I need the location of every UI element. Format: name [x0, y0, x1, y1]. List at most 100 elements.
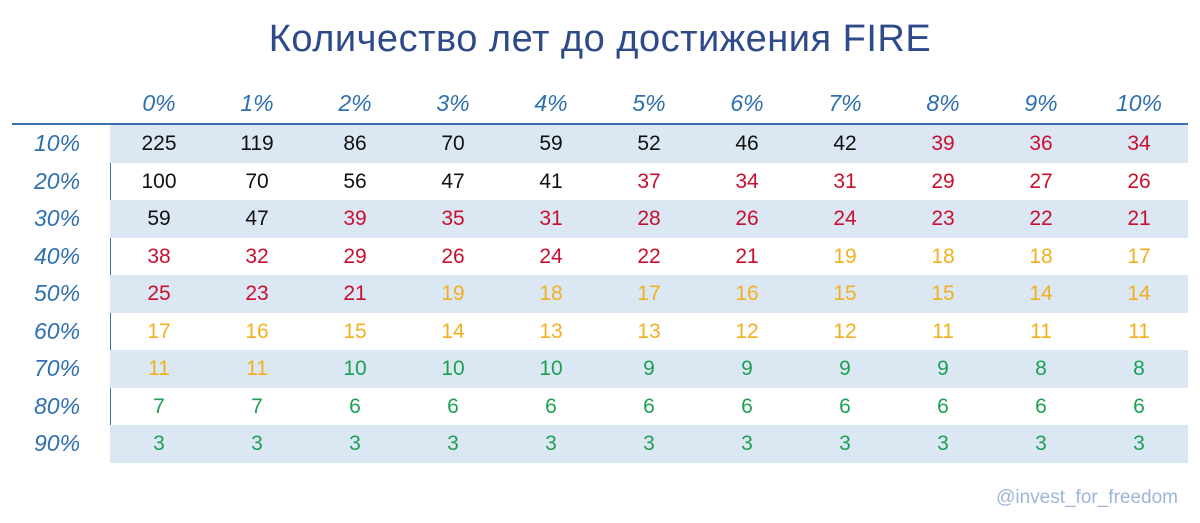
table-cell: 18 [1029, 244, 1053, 268]
column-header: 1% [240, 89, 274, 116]
table-cell: 7 [153, 394, 165, 418]
table-cell: 41 [539, 169, 563, 193]
table-cell: 31 [833, 169, 857, 193]
column-header: 9% [1024, 89, 1058, 116]
row-header: 50% [12, 275, 110, 313]
table-cell: 28 [637, 207, 661, 230]
table-cell: 34 [735, 169, 759, 193]
table-cell: 11 [932, 319, 954, 343]
table-cell: 29 [931, 169, 955, 193]
table-cell: 11 [1030, 319, 1052, 343]
table-cell: 47 [245, 207, 269, 230]
table-body: 10% 225 119 86 70 59 52 46 42 39 36 34 20% 100 70 56 47 4… [12, 125, 1188, 463]
table-cell: 39 [931, 132, 955, 155]
table-cell: 15 [833, 282, 857, 305]
table-cell: 27 [1029, 169, 1053, 193]
table-cell: 6 [1035, 394, 1047, 418]
table-cell: 6 [741, 394, 753, 418]
table-cell: 3 [545, 432, 557, 455]
table-cell: 6 [937, 394, 949, 418]
table-cell: 13 [637, 319, 661, 343]
table-cell: 86 [343, 132, 367, 155]
row-header: 70% [12, 350, 110, 388]
table-cell: 3 [447, 432, 459, 455]
table-row: 10% 225 119 86 70 59 52 46 42 39 36 34 [12, 125, 1188, 163]
column-header: 3% [436, 89, 470, 116]
table-cell: 26 [1127, 169, 1151, 193]
table-cell: 3 [1133, 432, 1145, 455]
table-cell: 10 [441, 357, 465, 380]
table-cell: 17 [637, 282, 661, 305]
header-divider [12, 123, 1188, 125]
row-cells: 25 23 21 19 18 17 16 15 15 14 14 [110, 275, 1188, 313]
table-cell: 24 [539, 244, 563, 268]
table-cell: 26 [735, 207, 759, 230]
table-cell: 9 [741, 357, 753, 380]
table-cell: 119 [240, 132, 274, 155]
table-cell: 7 [251, 394, 263, 418]
table-cell: 38 [147, 244, 171, 268]
table-cell: 15 [343, 319, 367, 343]
table-cell: 3 [1035, 432, 1047, 455]
row-cells: 7 7 6 6 6 6 6 6 6 6 6 [110, 388, 1188, 426]
table-cell: 6 [349, 394, 361, 418]
table-cell: 6 [839, 394, 851, 418]
table-cell: 14 [441, 319, 465, 343]
table-cell: 21 [735, 244, 759, 268]
table-cell: 22 [637, 244, 661, 268]
table-cell: 23 [931, 207, 955, 230]
table-cell: 19 [441, 282, 465, 305]
table-cell: 14 [1029, 282, 1053, 305]
table-row: 80% 7 7 6 6 6 6 6 6 6 6 6 [12, 387, 1188, 426]
column-header: 6% [730, 89, 764, 116]
table-cell: 9 [937, 357, 949, 380]
table-cell: 225 [141, 132, 177, 155]
table-cell: 37 [637, 169, 661, 193]
table-cell: 12 [833, 319, 857, 343]
table-cell: 3 [937, 432, 949, 455]
row-cells: 17 16 15 14 13 13 12 12 11 11 11 [110, 313, 1188, 351]
table-cell: 9 [643, 357, 655, 380]
table-cell: 46 [735, 132, 759, 155]
table-row: 50% 25 23 21 19 18 17 16 15 15 14 14 [12, 275, 1188, 313]
row-header: 10% [12, 125, 110, 163]
table-cell: 6 [447, 394, 459, 418]
table-cell: 29 [343, 244, 367, 268]
table-cell: 19 [833, 244, 857, 268]
credit-watermark: @invest_for_freedom [996, 487, 1178, 508]
table-cell: 17 [1127, 244, 1151, 268]
column-header: 7% [828, 89, 862, 116]
row-header: 40% [12, 237, 110, 275]
table-cell: 10 [343, 357, 367, 380]
row-cells: 100 70 56 47 41 37 34 31 29 27 26 [110, 163, 1188, 201]
column-header: 0% [142, 89, 176, 116]
table-row: 20% 100 70 56 47 41 37 34 31 29 27 26 [12, 162, 1188, 201]
row-cells: 225 119 86 70 59 52 46 42 39 36 34 [110, 125, 1188, 163]
table-row: 70% 11 11 10 10 10 9 9 9 9 8 8 [12, 350, 1188, 388]
table-cell: 21 [343, 282, 367, 305]
column-header-row: 0% 1% 2% 3% 4% 5% 6% 7% 8% 9% 10% [12, 84, 1188, 122]
table-cell: 15 [931, 282, 955, 305]
column-header: 5% [632, 89, 666, 116]
table-cell: 18 [539, 282, 563, 305]
table-cell: 3 [349, 432, 361, 455]
table-cell: 70 [245, 169, 269, 193]
table-cell: 6 [1133, 394, 1145, 418]
table-cell: 11 [1128, 319, 1150, 343]
table-row: 90% 3 3 3 3 3 3 3 3 3 3 3 [12, 425, 1188, 463]
column-headers: 0% 1% 2% 3% 4% 5% 6% 7% 8% 9% 10% [110, 90, 1188, 117]
table-cell: 100 [141, 169, 177, 193]
table-cell: 14 [1127, 282, 1151, 305]
table-cell: 59 [539, 132, 563, 155]
table-cell: 24 [833, 207, 857, 230]
table-cell: 12 [735, 319, 759, 343]
row-header: 20% [12, 162, 110, 200]
row-cells: 11 11 10 10 10 9 9 9 9 8 8 [110, 350, 1188, 388]
table-cell: 3 [741, 432, 753, 455]
table-cell: 16 [245, 319, 269, 343]
table-cell: 31 [539, 207, 563, 230]
table-cell: 10 [539, 357, 563, 380]
table-cell: 3 [251, 432, 263, 455]
table-cell: 23 [245, 282, 269, 305]
table-cell: 25 [147, 282, 171, 305]
